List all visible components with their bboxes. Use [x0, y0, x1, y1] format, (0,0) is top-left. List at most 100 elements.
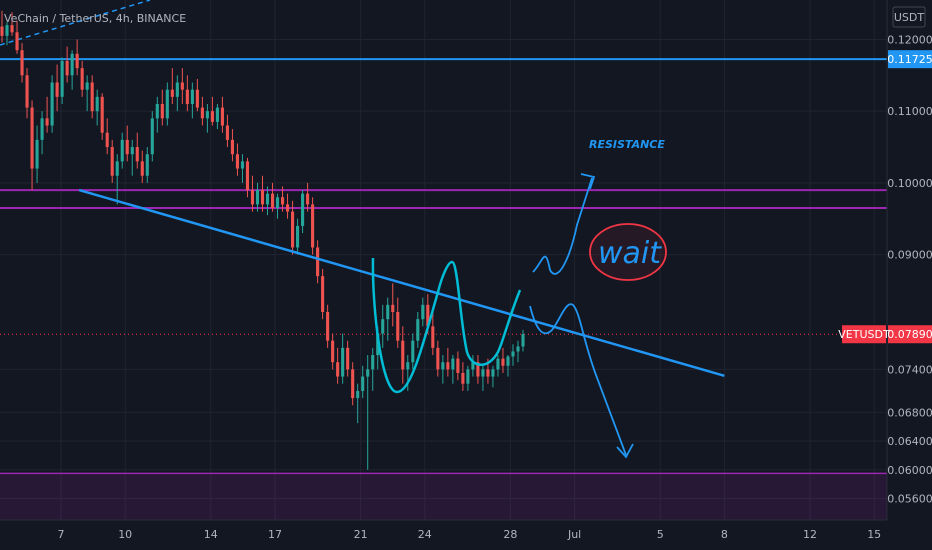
- currency-button[interactable]: [892, 6, 926, 28]
- candle-body[interactable]: [516, 346, 520, 352]
- candle-body[interactable]: [275, 197, 280, 208]
- candle-body[interactable]: [496, 358, 500, 370]
- candle-body[interactable]: [45, 118, 49, 126]
- candle-body[interactable]: [336, 362, 340, 377]
- y-axis[interactable]: 0.12000 0.11000 0.10000 0.09000 0.07400 0.068…: [886, 0, 932, 520]
- candle-body[interactable]: [331, 340, 335, 363]
- candle-body[interactable]: [210, 111, 214, 122]
- candle-body[interactable]: [381, 319, 385, 334]
- candle-body[interactable]: [185, 89, 189, 104]
- descending-trendline[interactable]: [78, 188, 725, 378]
- candle-body[interactable]: [240, 161, 245, 169]
- candle-body[interactable]: [285, 204, 290, 212]
- candle-body[interactable]: [220, 107, 224, 126]
- candle-body[interactable]: [145, 154, 149, 176]
- candle-body[interactable]: [150, 118, 154, 155]
- candle-body[interactable]: [235, 154, 240, 169]
- candle-body[interactable]: [20, 50, 24, 76]
- candle-body[interactable]: [396, 312, 400, 341]
- candle-body[interactable]: [225, 125, 229, 140]
- candle-body[interactable]: [441, 362, 445, 370]
- candle-body[interactable]: [180, 82, 184, 90]
- candle-body[interactable]: [306, 193, 310, 205]
- candle-body[interactable]: [326, 312, 330, 341]
- candle-body[interactable]: [215, 107, 219, 122]
- candle-body[interactable]: [155, 104, 159, 119]
- candle-body[interactable]: [506, 356, 510, 366]
- bearish-scenario-arrow[interactable]: [529, 303, 627, 456]
- candle-body[interactable]: [416, 319, 420, 341]
- candle-body[interactable]: [100, 96, 104, 133]
- double-bottom-pattern[interactable]: [371, 257, 522, 394]
- candle-body[interactable]: [466, 369, 470, 384]
- candle-body[interactable]: [195, 89, 199, 108]
- candle-body[interactable]: [70, 53, 74, 76]
- candle-body[interactable]: [105, 132, 109, 148]
- candle-body[interactable]: [280, 197, 285, 205]
- candle-body[interactable]: [250, 190, 255, 205]
- candle-body[interactable]: [75, 53, 79, 69]
- candle-body[interactable]: [436, 347, 440, 370]
- candle-body[interactable]: [0, 26, 4, 36]
- candle-body[interactable]: [411, 340, 415, 363]
- candle-body[interactable]: [65, 60, 69, 76]
- candle-body[interactable]: [95, 96, 99, 112]
- candle-body[interactable]: [311, 204, 315, 248]
- candle-body[interactable]: [391, 304, 395, 312]
- candle-body[interactable]: [341, 347, 345, 377]
- candle-body[interactable]: [461, 372, 465, 384]
- candle-body[interactable]: [205, 111, 209, 119]
- candle-body[interactable]: [120, 139, 124, 162]
- candle-body[interactable]: [270, 193, 275, 208]
- candle-body[interactable]: [85, 82, 89, 90]
- candle-body[interactable]: [170, 89, 174, 97]
- candle-body[interactable]: [130, 147, 134, 155]
- candle-body[interactable]: [346, 347, 350, 370]
- candle-body[interactable]: [265, 193, 270, 205]
- candle-body[interactable]: [230, 139, 234, 155]
- upper-trendline-dashed[interactable]: [0, 0, 151, 46]
- candle-body[interactable]: [40, 118, 44, 140]
- candle-body[interactable]: [406, 362, 410, 370]
- candle-body[interactable]: [371, 355, 375, 370]
- candle-body[interactable]: [356, 390, 360, 399]
- candle-body[interactable]: [486, 369, 490, 377]
- candle-body[interactable]: [35, 139, 39, 169]
- candle-body[interactable]: [366, 369, 370, 377]
- candle-body[interactable]: [25, 75, 29, 108]
- candle-body[interactable]: [50, 82, 54, 126]
- candle-body[interactable]: [110, 147, 114, 176]
- candle-body[interactable]: [471, 362, 475, 370]
- candle-body[interactable]: [361, 376, 365, 391]
- candle-body[interactable]: [511, 351, 515, 357]
- candle-body[interactable]: [321, 276, 325, 312]
- candle-body[interactable]: [60, 60, 64, 97]
- candle-body[interactable]: [501, 358, 505, 366]
- candle-body[interactable]: [55, 82, 59, 97]
- wait-circle[interactable]: [589, 223, 667, 281]
- candle-body[interactable]: [140, 161, 144, 176]
- candle-body[interactable]: [491, 369, 495, 377]
- candle-body[interactable]: [446, 362, 450, 370]
- candle-body[interactable]: [160, 104, 164, 119]
- candle-body[interactable]: [175, 82, 179, 97]
- candle-body[interactable]: [80, 68, 84, 90]
- candle-body[interactable]: [351, 369, 355, 399]
- bullish-scenario-arrow[interactable]: [532, 177, 593, 275]
- candle-body[interactable]: [115, 161, 119, 176]
- x-axis[interactable]: 7 10 14 17 21 24 28 Jul 5 8 12 15: [0, 519, 887, 541]
- candle-body[interactable]: [401, 340, 405, 370]
- candle-body[interactable]: [125, 139, 129, 155]
- candle-body[interactable]: [90, 82, 94, 112]
- candle-body[interactable]: [135, 147, 139, 162]
- candle-body[interactable]: [386, 304, 390, 320]
- candle-body[interactable]: [301, 193, 305, 226]
- candle-body[interactable]: [15, 32, 19, 51]
- candle-body[interactable]: [5, 25, 9, 36]
- candle-body[interactable]: [30, 107, 34, 169]
- candle-body[interactable]: [476, 362, 480, 377]
- candle-body[interactable]: [260, 190, 265, 205]
- candle-body[interactable]: [200, 107, 204, 119]
- candle-body[interactable]: [521, 334, 525, 347]
